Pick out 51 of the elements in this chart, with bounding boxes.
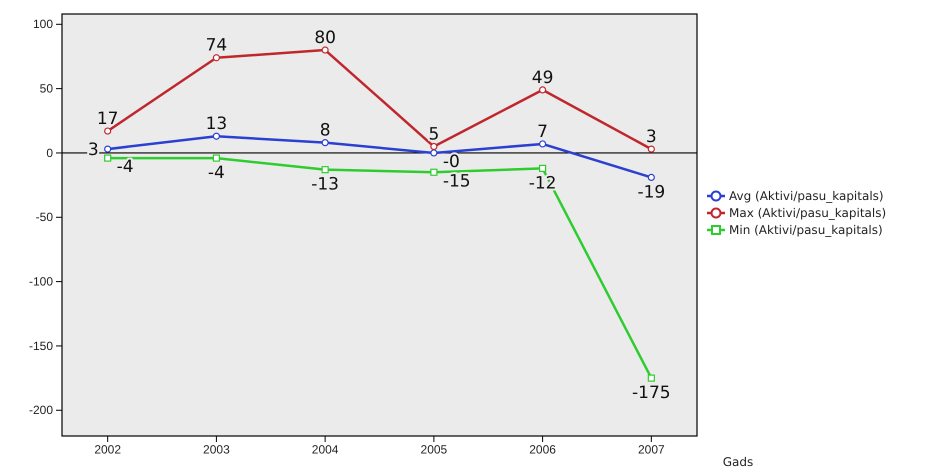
y-tick-label: -200 — [28, 403, 54, 418]
point — [430, 149, 438, 157]
x-tick-label: 2002 — [94, 442, 122, 457]
x-tick-label: 2005 — [420, 442, 448, 457]
legend-label: Min (Aktivi/pasu_kapitals) — [729, 223, 883, 237]
point — [104, 145, 112, 153]
data-label: -175 — [632, 383, 671, 404]
data-label: 13 — [206, 114, 228, 134]
point — [322, 166, 329, 174]
x-tick-label: 2007 — [638, 442, 665, 457]
point — [322, 139, 329, 146]
data-label: -15 — [442, 171, 471, 192]
point — [648, 174, 655, 181]
data-label: 5 — [428, 124, 440, 145]
data-label: 74 — [206, 36, 228, 56]
y-tick-label: -150 — [28, 338, 54, 353]
point — [212, 54, 220, 62]
point — [430, 168, 438, 176]
y-tick-label: 0 — [46, 146, 54, 160]
x-tick-label: 2006 — [529, 442, 556, 457]
legend-label: Max (Aktivi/pasu_kapitals) — [729, 206, 886, 220]
data-label: 8 — [320, 120, 331, 141]
point — [539, 164, 546, 172]
point — [539, 140, 546, 148]
y-tick-label: 50 — [40, 81, 54, 96]
data-label: 49 — [532, 68, 554, 88]
point — [104, 127, 112, 135]
point — [648, 374, 655, 382]
data-label: -4 — [116, 157, 134, 178]
y-tick-label: 100 — [32, 17, 54, 32]
data-label: 80 — [314, 28, 336, 48]
data-label: -19 — [637, 182, 666, 202]
x-axis-title: Gads — [722, 455, 754, 469]
data-label: 3 — [646, 127, 657, 148]
point — [104, 154, 112, 162]
x-tick-label: 2003 — [203, 442, 230, 457]
data-label: 17 — [96, 109, 118, 130]
data-label: 7 — [537, 122, 548, 142]
legend-label: Avg (Aktivi/pasu_kapitals) — [729, 189, 884, 203]
point — [322, 46, 329, 54]
point — [212, 132, 220, 140]
x-tick-label: 2004 — [312, 442, 339, 457]
point — [648, 145, 655, 153]
y-tick-label: -100 — [28, 274, 54, 288]
data-label: -4 — [208, 163, 225, 184]
data-label: -0 — [442, 152, 460, 172]
point — [539, 86, 546, 94]
point — [430, 142, 438, 150]
data-label: -13 — [311, 174, 340, 195]
point — [212, 154, 220, 162]
y-tick-label: -50 — [36, 210, 54, 224]
